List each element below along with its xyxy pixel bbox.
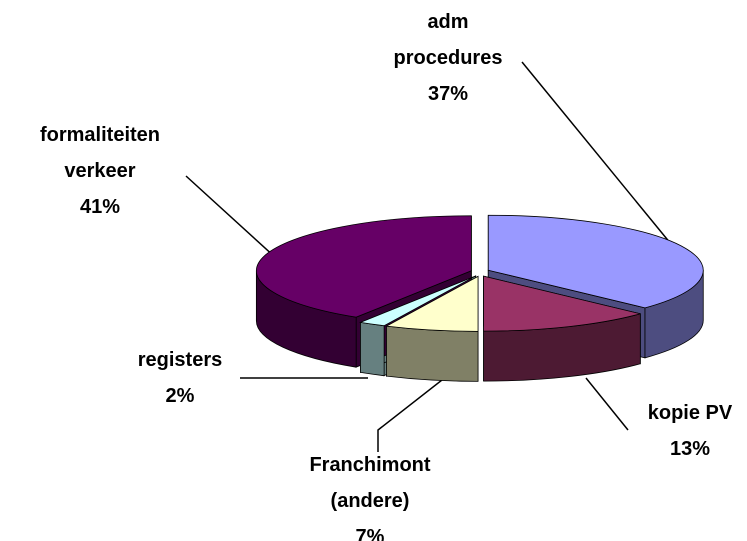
leader-line [185, 175, 277, 259]
leader-line [585, 377, 629, 431]
slice [483, 275, 641, 332]
category-label: adm procedures [393, 11, 503, 69]
leader-lines [185, 61, 681, 452]
slice [487, 214, 704, 309]
category-label: registers [137, 349, 223, 371]
slice-wall [360, 321, 385, 377]
value-label: 41% [79, 196, 121, 218]
slice [255, 215, 472, 318]
slice-label: registers 2% [120, 342, 240, 414]
slice-label: kopie PV 13% [630, 395, 747, 467]
value-label: 37% [427, 83, 469, 105]
slice-wall [386, 325, 479, 382]
slice [385, 275, 479, 332]
value-label: 2% [165, 385, 195, 407]
slice-label: adm procedures 37% [383, 4, 513, 112]
slice-label: Franchimont (andere) 7% [290, 447, 450, 541]
leader-line [521, 61, 681, 256]
tops [255, 214, 704, 332]
category-label: Franchimont (andere) [309, 454, 431, 512]
category-label: kopie PV [647, 402, 733, 424]
value-label: 7% [355, 526, 385, 541]
value-label: 13% [669, 438, 711, 460]
slice [358, 275, 476, 327]
leader-line [377, 379, 443, 452]
category-label: formaliteiten verkeer [39, 124, 161, 182]
slice-label: formaliteiten verkeer 41% [15, 117, 185, 225]
